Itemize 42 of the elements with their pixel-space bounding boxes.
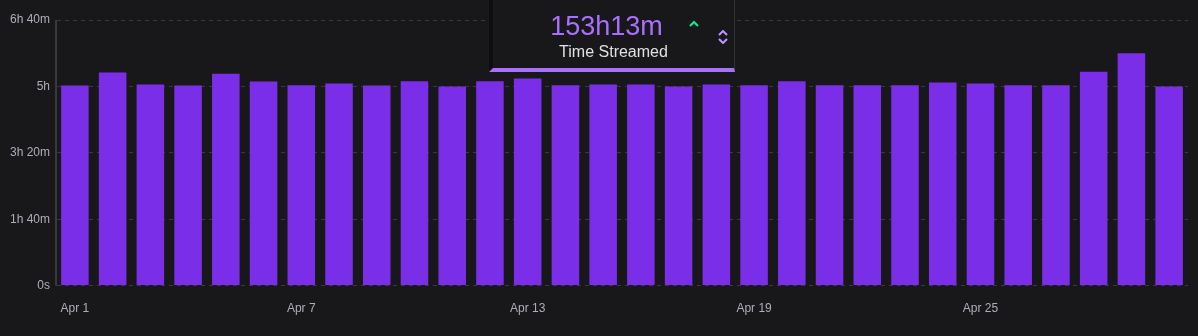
bar: [966, 83, 995, 286]
stat-card: 153h13m Time Streamed: [489, 0, 735, 72]
bar: [551, 85, 580, 286]
x-tick-label: Apr 25: [962, 301, 999, 316]
bar: [61, 85, 89, 286]
bar: [702, 84, 731, 286]
bar: [362, 85, 391, 286]
bar: [891, 85, 919, 286]
bar: [438, 86, 466, 286]
bar: [778, 81, 806, 286]
bar: [740, 85, 768, 286]
bar: [853, 85, 882, 286]
x-tick-label: Apr 13: [510, 301, 546, 316]
x-tick-label: Apr 19: [736, 301, 773, 316]
bar: [98, 72, 127, 286]
bar: [1117, 53, 1146, 286]
y-tick-label: 1h 40m: [9, 211, 51, 226]
y-tick-label: 3h 20m: [9, 145, 51, 160]
bar: [287, 85, 316, 286]
bar: [928, 82, 957, 286]
bar: [136, 84, 165, 286]
bar: [815, 85, 844, 286]
bar: [174, 85, 202, 286]
x-tick-label: Apr 7: [286, 301, 316, 316]
y-tick-label: 6h 40m: [9, 12, 51, 27]
bar: [1079, 71, 1108, 286]
bar: [1004, 85, 1032, 286]
bar: [513, 78, 542, 286]
bar: [627, 84, 655, 286]
bar: [400, 81, 429, 286]
bar: [664, 86, 693, 286]
bar: [249, 81, 278, 286]
bar: [212, 73, 240, 286]
bar: [476, 81, 504, 286]
x-tick-label: Apr 1: [60, 301, 90, 316]
y-tick-label: 5h: [36, 78, 51, 93]
bar: [1155, 86, 1183, 286]
bar: [589, 84, 617, 286]
y-tick-label: 0s: [37, 277, 51, 292]
bar: [325, 83, 353, 286]
chart-title: 153h13m: [549, 10, 664, 42]
bar: [1042, 85, 1070, 286]
